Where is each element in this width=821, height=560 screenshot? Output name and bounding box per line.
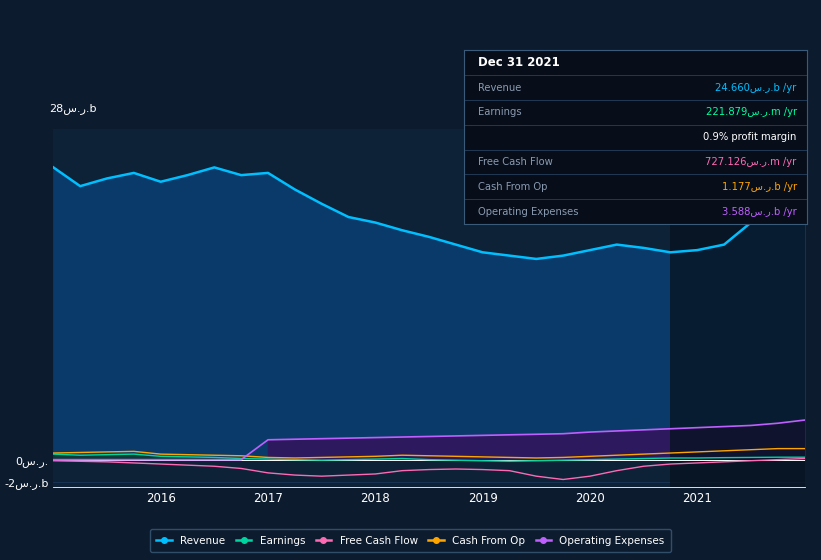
Text: Revenue: Revenue <box>478 83 521 92</box>
Text: 0.9% profit margin: 0.9% profit margin <box>704 132 796 142</box>
Text: 727.126س.ر.m /yr: 727.126س.ر.m /yr <box>705 157 796 167</box>
Text: 1.177س.ر.b /yr: 1.177س.ر.b /yr <box>722 182 796 192</box>
Text: Dec 31 2021: Dec 31 2021 <box>478 57 559 69</box>
Text: Free Cash Flow: Free Cash Flow <box>478 157 553 167</box>
Text: 221.879س.ر.m /yr: 221.879س.ر.m /yr <box>705 108 796 118</box>
Text: Cash From Op: Cash From Op <box>478 182 547 192</box>
Text: Operating Expenses: Operating Expenses <box>478 207 578 217</box>
Bar <box>671 129 805 487</box>
Text: 3.588س.ر.b /yr: 3.588س.ر.b /yr <box>722 207 796 217</box>
Text: Earnings: Earnings <box>478 108 521 118</box>
Legend: Revenue, Earnings, Free Cash Flow, Cash From Op, Operating Expenses: Revenue, Earnings, Free Cash Flow, Cash … <box>150 529 671 552</box>
Text: 28س.ر.b: 28س.ر.b <box>49 104 97 114</box>
Text: 24.660س.ر.b /yr: 24.660س.ر.b /yr <box>715 83 796 92</box>
